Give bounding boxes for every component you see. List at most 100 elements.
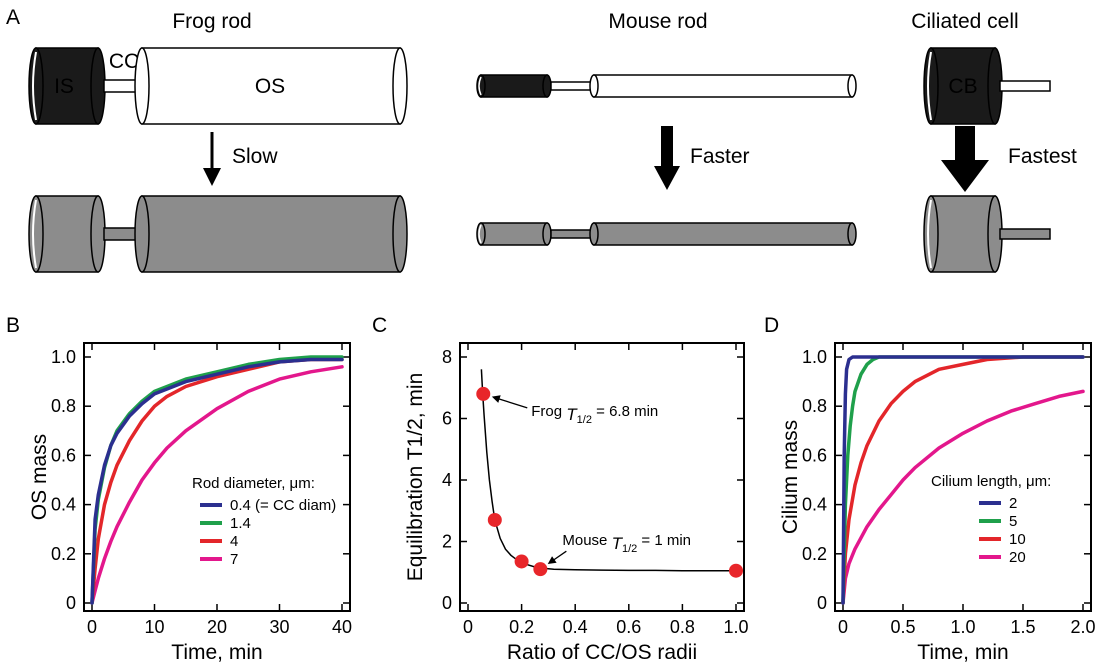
frog-outer-segment xyxy=(141,47,401,125)
x-tick-label: 10 xyxy=(144,617,164,637)
series-line-0-4-cc-diam- xyxy=(90,357,344,605)
y-tick-label: 0.2 xyxy=(51,544,76,564)
series-line-10 xyxy=(841,355,1085,605)
ciliated-cell-bottom xyxy=(923,195,1051,273)
frog-rod-bottom xyxy=(28,195,408,273)
ciliated-cell-top: CB xyxy=(923,47,1051,125)
data-point xyxy=(729,563,743,578)
annotation-arrow xyxy=(497,397,528,409)
y-tick-label: 0.4 xyxy=(802,495,827,515)
series-line-2 xyxy=(841,355,1085,605)
x-axis-label: Time, min xyxy=(917,641,1008,664)
x-tick-label: 2.0 xyxy=(1070,617,1095,637)
y-axis-label: Cilium mass xyxy=(779,420,802,534)
arrowhead-icon xyxy=(547,556,557,565)
series-line-7 xyxy=(90,365,344,605)
chart-c: 0 0.2 0.4 0.6 0.8 1.0 0 2 4 6 8 Ratio of CC/OS radi… xyxy=(404,342,749,664)
panel-c-label: C xyxy=(372,314,387,337)
y-tick-label: 0.8 xyxy=(802,396,827,416)
y-tick-label: 0.4 xyxy=(51,495,76,515)
x-tick-label: 1.5 xyxy=(1010,617,1035,637)
data-point xyxy=(476,386,491,401)
series-line-20 xyxy=(841,389,1085,605)
mouse-rod-title: Mouse rod xyxy=(608,10,707,33)
legend-title: Cilium length, μm: xyxy=(931,473,1051,490)
data-point xyxy=(533,562,548,577)
chart-b: 0 10 20 30 40 0 0.2 0.4 0.6 0.8 1.0 Time, min OS mas… xyxy=(28,342,352,664)
y-tick-label: 8 xyxy=(442,347,452,367)
x-tick-label: 40 xyxy=(332,617,352,637)
mouse-rod-bottom xyxy=(476,222,857,246)
frog-arrow: Slow xyxy=(203,132,278,186)
y-tick-label: 1.0 xyxy=(802,347,827,367)
y-tick-label: 0.2 xyxy=(802,544,827,564)
arrowhead-icon xyxy=(491,395,501,403)
down-arrow-icon xyxy=(941,160,989,192)
panel-a: A Frog rod Mouse rod Ciliated cell IS CC… xyxy=(6,6,1077,273)
x-tick-label: 30 xyxy=(269,617,289,637)
y-tick-label: 4 xyxy=(442,470,452,490)
y-tick-label: 0 xyxy=(817,593,827,613)
slow-label: Slow xyxy=(232,145,278,168)
x-tick-label: 0 xyxy=(87,617,97,637)
x-tick-label: 0 xyxy=(838,617,848,637)
legend-item: 2 xyxy=(1009,495,1017,512)
y-tick-label: 0.6 xyxy=(51,445,76,465)
down-arrow-icon xyxy=(203,168,221,186)
x-axis-label: Ratio of CC/OS radii xyxy=(507,641,697,664)
y-tick-label: 0 xyxy=(66,593,76,613)
ciliated-cell-title: Ciliated cell xyxy=(911,10,1018,33)
cb-label: CB xyxy=(948,75,977,98)
legend-item: 1.4 xyxy=(230,515,251,532)
y-axis-label: OS mass xyxy=(28,434,51,520)
y-tick-label: 1.0 xyxy=(51,347,76,367)
legend-item: 5 xyxy=(1009,513,1017,530)
y-tick-label: 2 xyxy=(442,532,452,552)
frog-rod-title: Frog rod xyxy=(172,10,251,33)
panel-a-label: A xyxy=(6,6,20,29)
legend-item: 20 xyxy=(1009,549,1026,566)
down-arrow-icon xyxy=(654,166,680,190)
y-tick-label: 0 xyxy=(442,593,452,613)
x-tick-label: 20 xyxy=(207,617,227,637)
x-tick-label: 0 xyxy=(463,617,473,637)
frog-inner-segment xyxy=(35,47,99,125)
panel-d-label: D xyxy=(764,314,779,337)
data-point xyxy=(514,554,529,569)
annotation-label: Frog T1/2 = 6.8 min xyxy=(531,403,658,426)
chart-c-frame xyxy=(459,342,745,612)
x-tick-label: 0.5 xyxy=(890,617,915,637)
cc-label: CC xyxy=(109,50,139,73)
legend-item: 4 xyxy=(230,533,238,550)
legend-title: Rod diameter, μm: xyxy=(192,475,315,492)
chart-d: 0 0.5 1.0 1.5 2.0 0 0.2 0.4 0.6 0.8 1.0 Time, min Ci… xyxy=(779,342,1096,664)
x-tick-label: 0.4 xyxy=(563,617,588,637)
mouse-rod-top xyxy=(476,74,857,98)
y-tick-label: 0.6 xyxy=(802,445,827,465)
legend-item: 7 xyxy=(230,551,238,568)
y-axis-label: Equilibration T1/2, min xyxy=(404,373,427,582)
os-label: OS xyxy=(255,75,285,98)
x-tick-label: 0.8 xyxy=(670,617,695,637)
x-tick-label: 0.6 xyxy=(616,617,641,637)
panel-b-label: B xyxy=(6,314,20,337)
y-tick-label: 6 xyxy=(442,409,452,429)
mouse-arrow: Faster xyxy=(654,126,750,190)
cilium xyxy=(999,80,1051,92)
legend-item: 10 xyxy=(1009,531,1026,548)
x-tick-label: 1.0 xyxy=(950,617,975,637)
x-tick-label: 1.0 xyxy=(723,617,748,637)
ciliated-arrow: Fastest xyxy=(941,126,1077,192)
is-label: IS xyxy=(54,75,74,98)
annotation-label: Mouse T1/2 = 1 min xyxy=(562,532,691,555)
faster-label: Faster xyxy=(690,145,750,168)
legend-item: 0.4 (= CC diam) xyxy=(230,497,336,514)
annotation-arrow xyxy=(552,550,567,562)
y-tick-label: 0.8 xyxy=(51,396,76,416)
fastest-label: Fastest xyxy=(1008,145,1077,168)
data-point xyxy=(487,512,502,527)
frog-rod-top: IS CC OS xyxy=(28,47,408,125)
x-tick-label: 0.2 xyxy=(509,617,534,637)
x-axis-label: Time, min xyxy=(171,641,262,664)
